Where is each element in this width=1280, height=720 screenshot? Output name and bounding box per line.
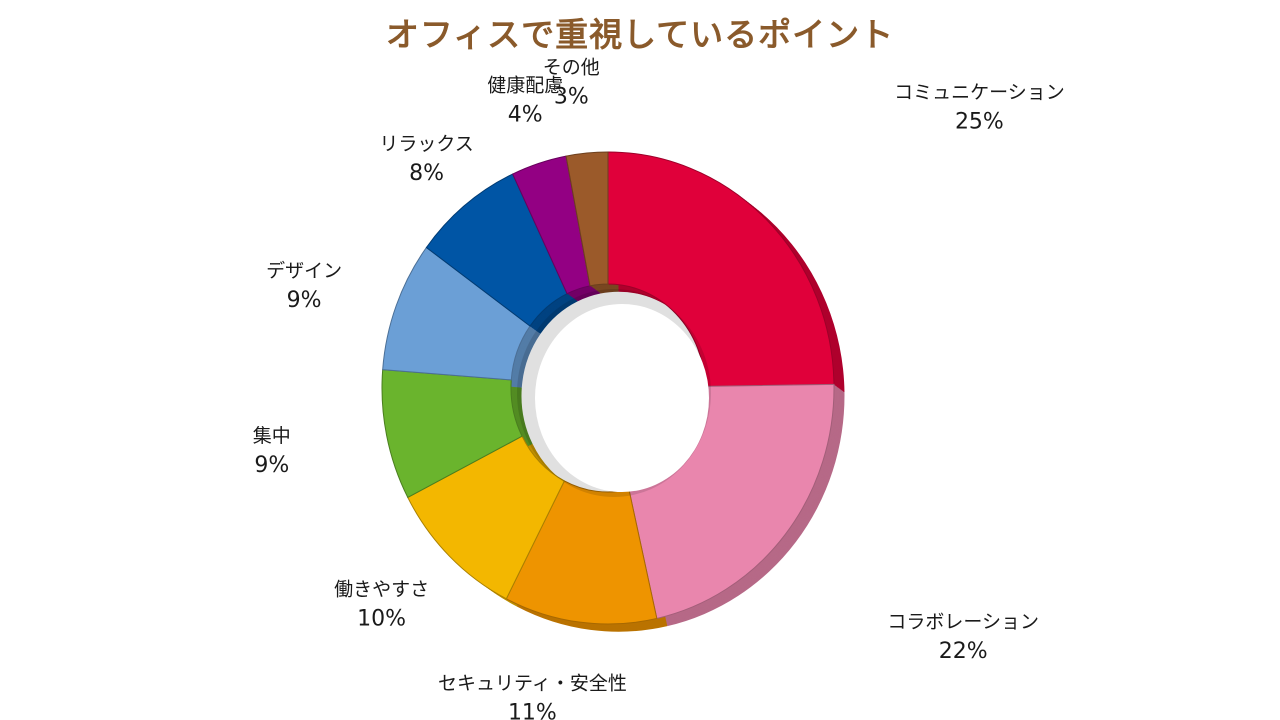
donut-hole-center xyxy=(535,304,709,492)
slice-value-label: 22% xyxy=(939,639,988,664)
slice-value-label: 10% xyxy=(357,607,406,632)
slice-9 xyxy=(565,151,609,287)
slice-1 xyxy=(607,151,835,387)
chart-title: オフィスで重視しているポイント xyxy=(385,15,895,54)
slice-name-label: セキュリティ・安全性 xyxy=(438,672,627,694)
slice-label-7: リラックス 8% xyxy=(379,133,473,186)
slice-name-label: デザイン xyxy=(266,260,342,282)
slice-label-5: 集中 9% xyxy=(253,425,291,478)
slice-name-label: リラックス xyxy=(379,133,473,155)
slice-value-label: 9% xyxy=(287,288,322,313)
donut-hole xyxy=(517,289,711,497)
slice-name-label: コラボレーション xyxy=(887,611,1039,633)
slice-value-label: 4% xyxy=(508,103,543,128)
slice-value-label: 8% xyxy=(409,161,444,186)
slice-labels: コミュニケーション 25% コラボレーション 22% セキュリティ・安全性 11% 働きやす… xyxy=(253,57,1065,720)
slice-name-label: 集中 xyxy=(253,425,291,447)
slice-label-1: コミュニケーション 25% xyxy=(894,81,1065,134)
slice-label-6: デザイン 9% xyxy=(266,260,342,313)
slice-label-2: コラボレーション 22% xyxy=(887,611,1039,664)
slice-label-8: 健康配慮 4% xyxy=(487,75,563,128)
slice-label-4: 働きやすさ 10% xyxy=(334,579,429,632)
slice-value-label: 9% xyxy=(254,453,289,478)
slice-value-label: 11% xyxy=(508,700,557,720)
slice-name-label: 働きやすさ xyxy=(334,579,429,601)
slice-value-label: 25% xyxy=(955,109,1004,134)
slice-name-label: その他 xyxy=(543,57,600,79)
slice-name-label: コミュニケーション xyxy=(894,81,1065,103)
slice-value-label: 3% xyxy=(554,85,589,110)
slice-label-3: セキュリティ・安全性 11% xyxy=(438,672,627,720)
slice-label-9: その他 3% xyxy=(543,57,600,110)
donut-slices xyxy=(381,151,835,625)
slice-name-label: 健康配慮 xyxy=(487,75,563,97)
